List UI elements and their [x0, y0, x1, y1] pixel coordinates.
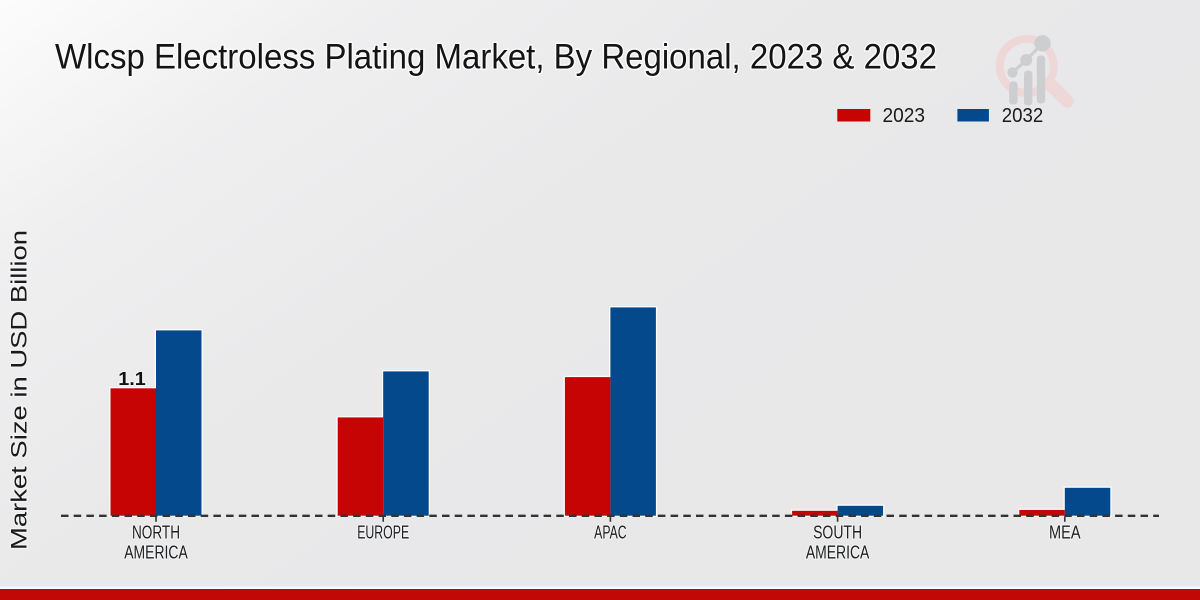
svg-text:AMERICA: AMERICA	[124, 543, 188, 563]
svg-text:EUROPE: EUROPE	[357, 523, 409, 543]
svg-text:2032: 2032	[1002, 104, 1044, 127]
svg-text:1.1: 1.1	[118, 369, 146, 389]
svg-text:2023: 2023	[883, 104, 926, 127]
svg-text:NORTH: NORTH	[132, 523, 180, 543]
svg-text:SOUTH: SOUTH	[813, 523, 862, 543]
svg-text:Wlcsp Electroless Plating Mark: Wlcsp Electroless Plating Market, By Reg…	[55, 37, 937, 76]
svg-text:MEA: MEA	[1049, 523, 1081, 543]
svg-text:Market Size in USD Billion: Market Size in USD Billion	[7, 230, 32, 550]
svg-text:AMERICA: AMERICA	[806, 543, 870, 563]
svg-text:APAC: APAC	[594, 523, 627, 543]
